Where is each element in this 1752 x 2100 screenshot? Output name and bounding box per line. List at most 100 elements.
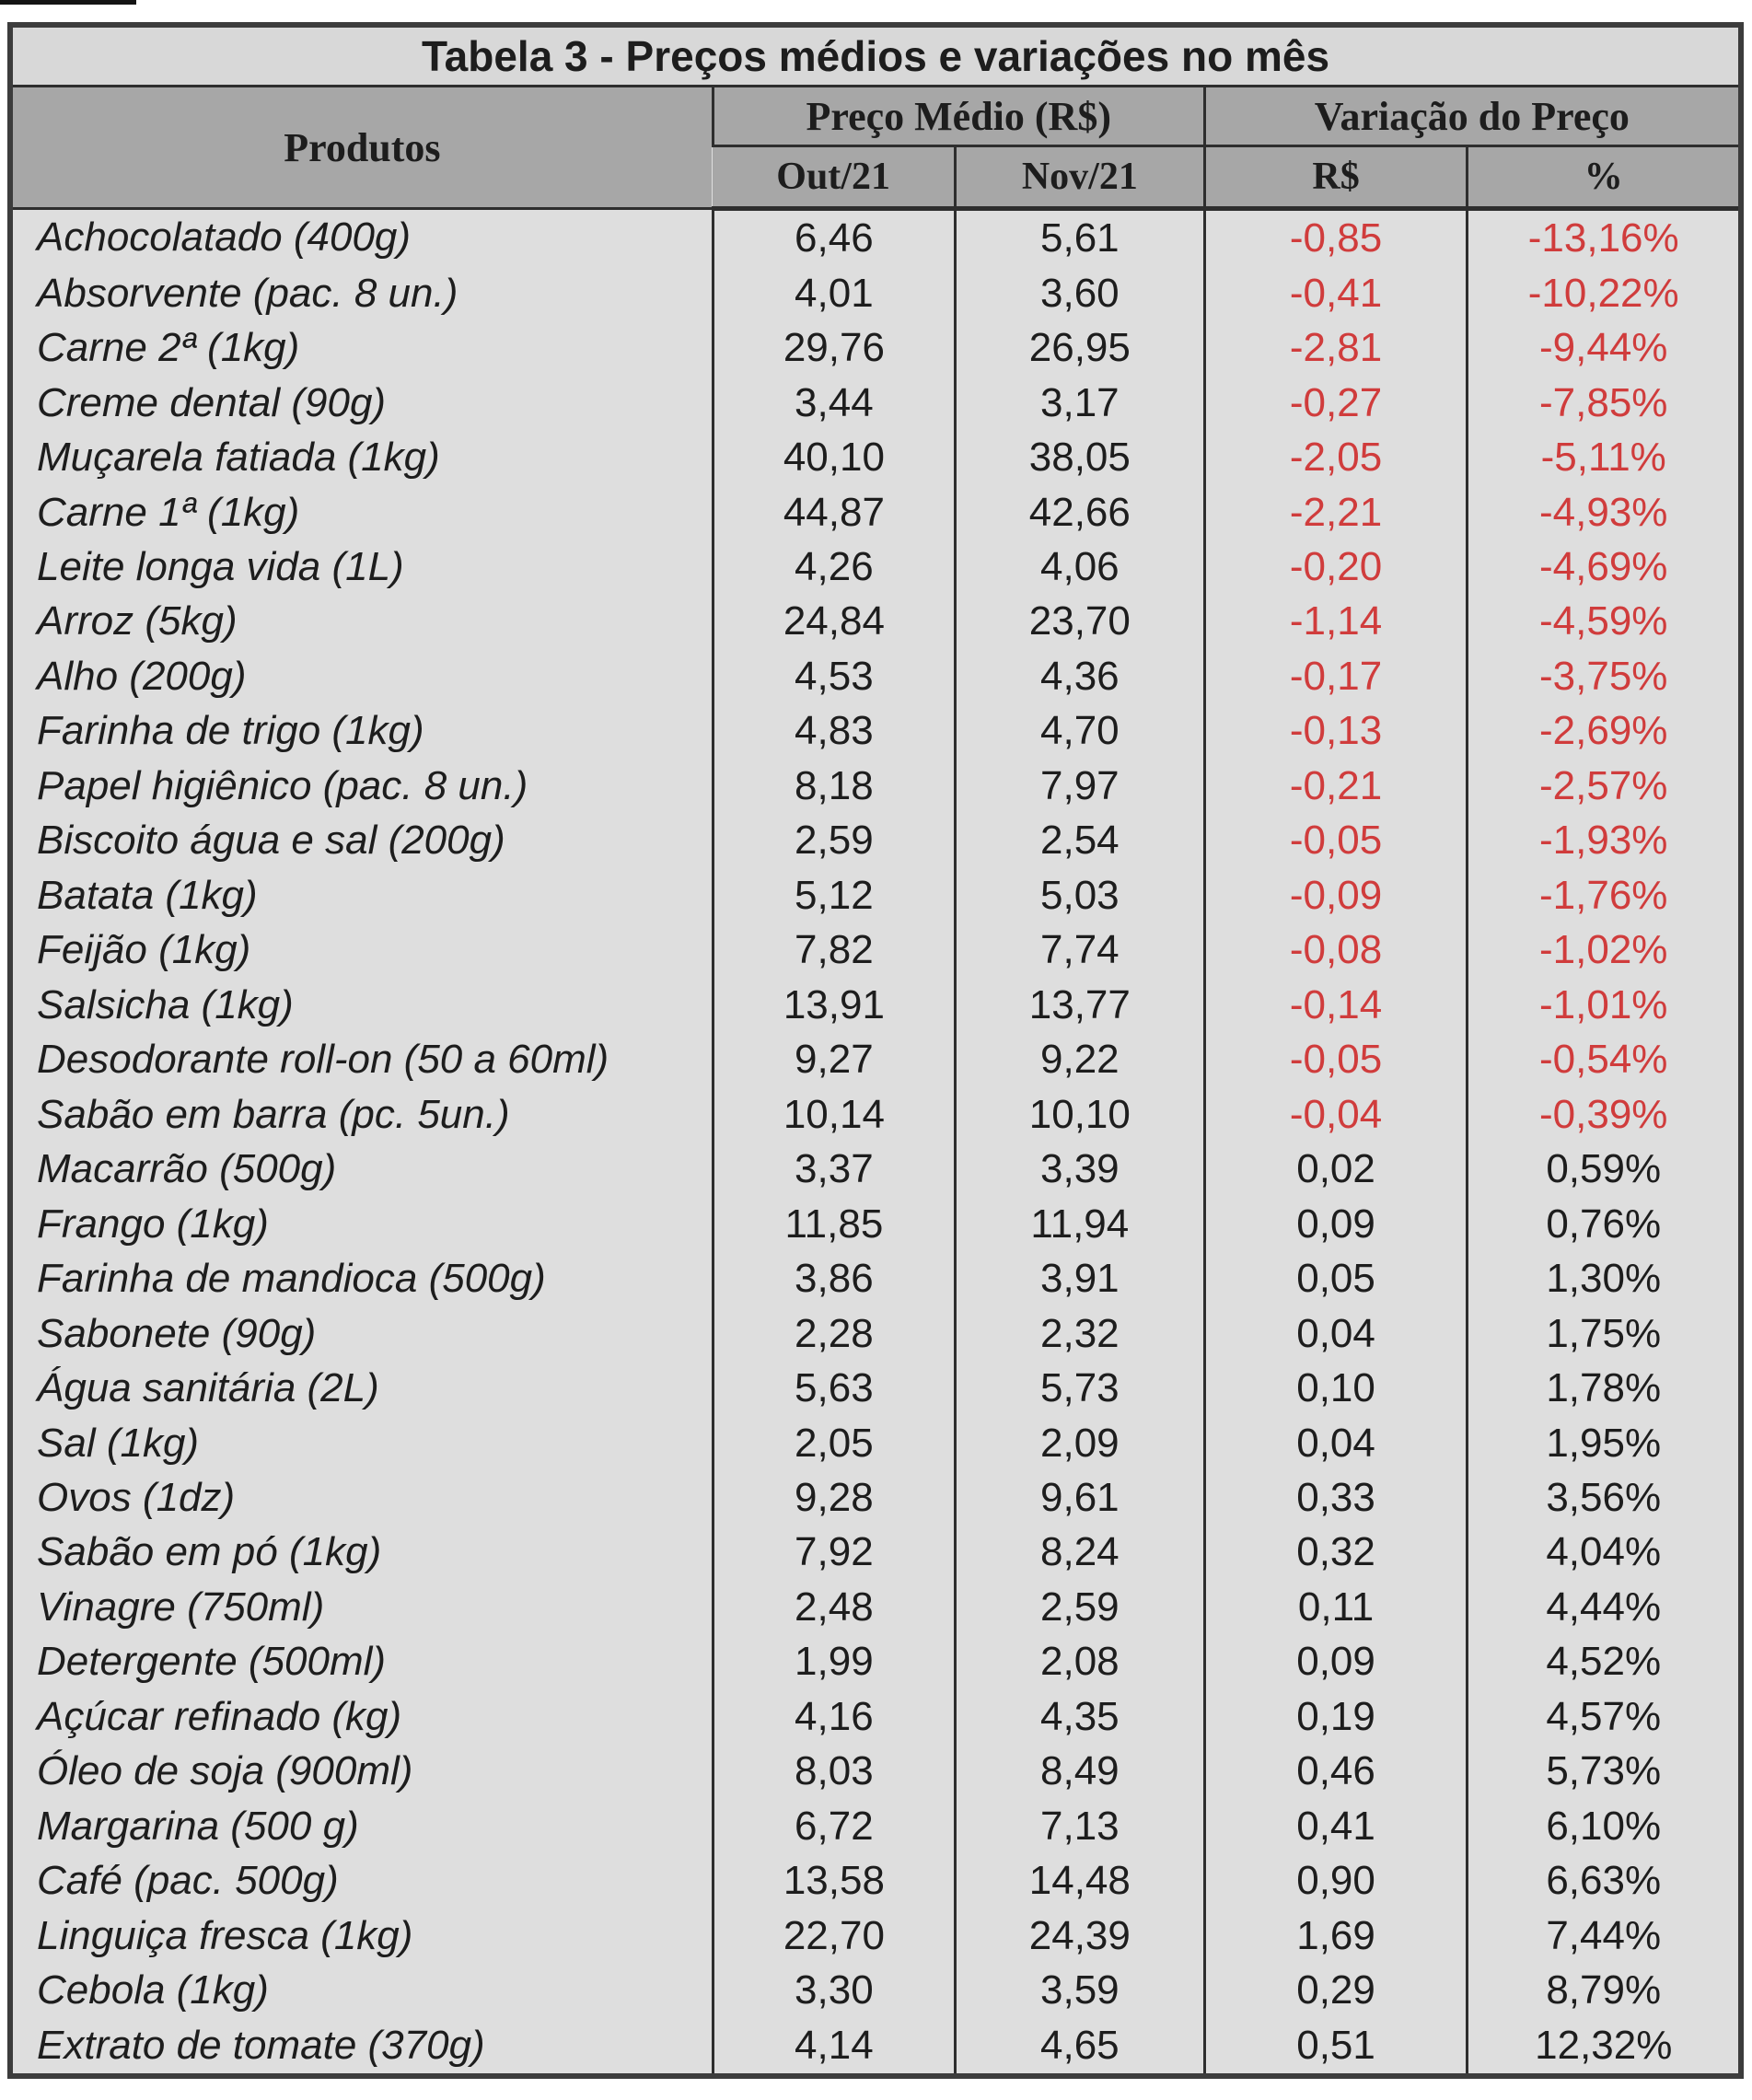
price-nov-cell: 7,74 bbox=[953, 922, 1205, 979]
price-out-cell: 2,05 bbox=[711, 1415, 956, 1471]
price-out-cell: 13,91 bbox=[711, 978, 956, 1033]
header-out21: Out/21 bbox=[713, 145, 956, 211]
variation-rs-cell: 0,32 bbox=[1202, 1525, 1468, 1581]
header-pct: % bbox=[1466, 145, 1741, 211]
variation-pct-cell: 4,04% bbox=[1466, 1525, 1741, 1581]
variation-pct-cell: 5,73% bbox=[1466, 1744, 1741, 1800]
variation-rs-cell: 0,09 bbox=[1202, 1196, 1468, 1252]
variation-pct-cell: -13,16% bbox=[1466, 208, 1741, 266]
table-row: Água sanitária (2L) 5,63 5,73 0,10 1,78% bbox=[10, 1361, 1741, 1416]
variation-rs-cell: -0,09 bbox=[1202, 868, 1468, 923]
variation-rs-cell: 0,41 bbox=[1202, 1799, 1468, 1854]
header-sub-row: Out/21 Nov/21 R$ % bbox=[10, 145, 1741, 211]
product-cell: Biscoito água e sal (200g) bbox=[37, 818, 505, 864]
price-out-cell: 11,85 bbox=[711, 1196, 956, 1252]
table-title: Tabela 3 - Preços médios e variações no … bbox=[10, 25, 1741, 87]
product-cell: Sal (1kg) bbox=[37, 1420, 200, 1466]
variation-pct-cell: -7,85% bbox=[1466, 375, 1741, 431]
product-cell: Sabão em barra (pc. 5un.) bbox=[37, 1091, 510, 1137]
product-cell: Sabonete (90g) bbox=[37, 1310, 317, 1356]
variation-rs-cell: 0,02 bbox=[1202, 1142, 1468, 1197]
price-out-cell: 3,44 bbox=[711, 375, 956, 431]
product-cell: Carne 2ª (1kg) bbox=[37, 325, 300, 371]
price-out-cell: 13,58 bbox=[711, 1853, 956, 1909]
price-out-cell: 4,53 bbox=[711, 649, 956, 704]
table-row: Frango (1kg) 11,85 11,94 0,09 0,76% bbox=[10, 1196, 1741, 1252]
price-nov-cell: 42,66 bbox=[953, 484, 1205, 540]
variation-pct-cell: -2,69% bbox=[1466, 703, 1741, 760]
price-out-cell: 3,86 bbox=[711, 1251, 956, 1306]
price-nov-cell: 4,70 bbox=[953, 703, 1205, 760]
price-out-cell: 9,28 bbox=[711, 1470, 956, 1526]
variation-pct-cell: 7,44% bbox=[1466, 1909, 1741, 1964]
price-out-cell: 44,87 bbox=[711, 484, 956, 540]
price-out-cell: 22,70 bbox=[711, 1909, 956, 1964]
variation-rs-cell: -2,81 bbox=[1202, 320, 1468, 376]
table-row: Açúcar refinado (kg) 4,16 4,35 0,19 4,57… bbox=[10, 1689, 1741, 1745]
variation-rs-cell: 0,10 bbox=[1202, 1361, 1468, 1416]
product-cell: Frango (1kg) bbox=[37, 1201, 269, 1247]
table-row: Sabonete (90g) 2,28 2,32 0,04 1,75% bbox=[10, 1305, 1741, 1362]
variation-rs-cell: -0,08 bbox=[1202, 922, 1468, 979]
price-nov-cell: 2,32 bbox=[953, 1305, 1205, 1362]
product-cell: Macarrão (500g) bbox=[37, 1146, 337, 1192]
variation-pct-cell: 0,59% bbox=[1466, 1142, 1741, 1197]
price-out-cell: 4,26 bbox=[711, 540, 956, 595]
price-out-cell: 2,59 bbox=[711, 813, 956, 869]
product-cell: Carne 1ª (1kg) bbox=[37, 489, 300, 535]
scan-artifact-strip bbox=[0, 0, 136, 5]
price-out-cell: 4,16 bbox=[711, 1689, 956, 1745]
variation-rs-cell: -0,14 bbox=[1202, 978, 1468, 1033]
table-row: Desodorante roll-on (50 a 60ml) 9,27 9,2… bbox=[10, 1032, 1741, 1087]
product-cell: Sabão em pó (1kg) bbox=[37, 1529, 382, 1575]
price-nov-cell: 14,48 bbox=[953, 1853, 1205, 1909]
product-cell: Óleo de soja (900ml) bbox=[37, 1748, 413, 1794]
price-nov-cell: 5,03 bbox=[953, 868, 1205, 923]
table-row: Muçarela fatiada (1kg) 40,10 38,05 -2,05… bbox=[10, 430, 1741, 485]
table-row: Margarina (500 g) 6,72 7,13 0,41 6,10% bbox=[10, 1799, 1741, 1854]
variation-rs-cell: 0,11 bbox=[1202, 1580, 1468, 1635]
variation-pct-cell: 1,30% bbox=[1466, 1251, 1741, 1306]
price-nov-cell: 3,60 bbox=[953, 265, 1205, 321]
table-row: Cebola (1kg) 3,30 3,59 0,29 8,79% bbox=[10, 1963, 1741, 2018]
price-nov-cell: 26,95 bbox=[953, 320, 1205, 376]
variation-rs-cell: 0,05 bbox=[1202, 1251, 1468, 1306]
price-nov-cell: 9,61 bbox=[953, 1470, 1205, 1526]
table-row: Leite longa vida (1L) 4,26 4,06 -0,20 -4… bbox=[10, 540, 1741, 595]
price-out-cell: 40,10 bbox=[711, 430, 956, 485]
price-nov-cell: 4,65 bbox=[953, 2017, 1205, 2076]
price-nov-cell: 4,36 bbox=[953, 649, 1205, 704]
price-nov-cell: 7,13 bbox=[953, 1799, 1205, 1854]
price-nov-cell: 4,06 bbox=[953, 540, 1205, 595]
price-nov-cell: 2,54 bbox=[953, 813, 1205, 869]
prices-table: Tabela 3 - Preços médios e variações no … bbox=[7, 22, 1744, 2079]
variation-pct-cell: -4,59% bbox=[1466, 594, 1741, 650]
price-nov-cell: 23,70 bbox=[953, 594, 1205, 650]
variation-pct-cell: -4,93% bbox=[1466, 484, 1741, 540]
table-row: Farinha de mandioca (500g) 3,86 3,91 0,0… bbox=[10, 1251, 1741, 1306]
price-out-cell: 10,14 bbox=[711, 1086, 956, 1143]
table-row: Carne 2ª (1kg) 29,76 26,95 -2,81 -9,44% bbox=[10, 320, 1741, 376]
variation-rs-cell: 0,04 bbox=[1202, 1415, 1468, 1471]
variation-rs-cell: -0,27 bbox=[1202, 375, 1468, 431]
variation-rs-cell: -0,05 bbox=[1202, 1032, 1468, 1087]
variation-pct-cell: -1,02% bbox=[1466, 922, 1741, 979]
price-out-cell: 24,84 bbox=[711, 594, 956, 650]
price-out-cell: 1,99 bbox=[711, 1634, 956, 1690]
table-row: Extrato de tomate (370g) 4,14 4,65 0,51 … bbox=[10, 2017, 1741, 2076]
price-nov-cell: 4,35 bbox=[953, 1689, 1205, 1745]
product-cell: Salsicha (1kg) bbox=[37, 981, 294, 1027]
price-out-cell: 9,27 bbox=[711, 1032, 956, 1087]
variation-rs-cell: -0,13 bbox=[1202, 703, 1468, 760]
product-cell: Extrato de tomate (370g) bbox=[37, 2022, 485, 2068]
price-nov-cell: 13,77 bbox=[953, 978, 1205, 1033]
variation-rs-cell: 0,04 bbox=[1202, 1305, 1468, 1362]
table-row: Carne 1ª (1kg) 44,87 42,66 -2,21 -4,93% bbox=[10, 484, 1741, 540]
header-produtos: Produtos bbox=[10, 86, 714, 210]
variation-rs-cell: -0,41 bbox=[1202, 265, 1468, 321]
variation-pct-cell: -0,54% bbox=[1466, 1032, 1741, 1087]
variation-rs-cell: 0,09 bbox=[1202, 1634, 1468, 1690]
product-cell: Alho (200g) bbox=[37, 653, 247, 699]
price-nov-cell: 8,49 bbox=[953, 1744, 1205, 1800]
